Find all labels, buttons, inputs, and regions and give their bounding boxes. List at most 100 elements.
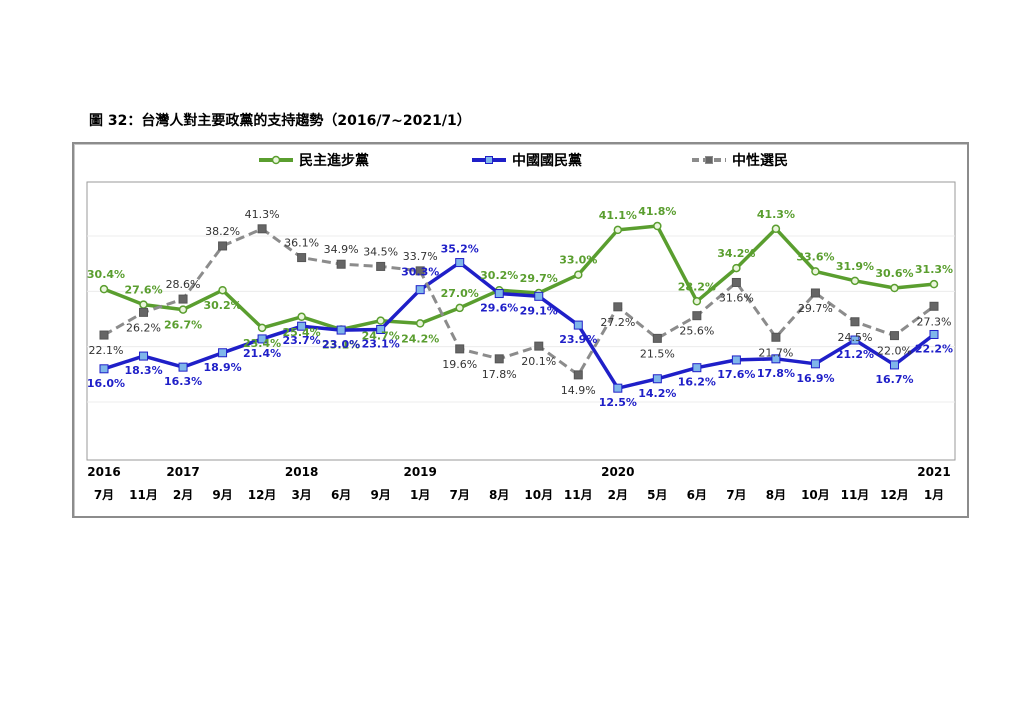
data-label: 14.9%: [561, 384, 596, 397]
data-label: 28.2%: [678, 280, 716, 293]
data-label: 17.8%: [482, 368, 517, 381]
x-tick-label: 7月: [94, 488, 114, 502]
data-point: [850, 335, 860, 345]
series-line-1: [103, 260, 936, 390]
data-label: 27.2%: [600, 316, 635, 329]
x-tick-label: 2月: [173, 488, 193, 502]
data-label: 35.2%: [441, 243, 479, 256]
data-point: [771, 354, 781, 364]
data-point: [810, 359, 820, 369]
data-label: 27.6%: [124, 284, 162, 297]
data-point: [455, 258, 465, 268]
data-label: 23.1%: [322, 339, 360, 352]
data-label: 24.5%: [837, 331, 872, 344]
data-label: 18.9%: [203, 361, 241, 374]
data-label: 30.3%: [401, 266, 439, 279]
data-point: [139, 300, 148, 309]
data-label: 22.0%: [877, 345, 912, 358]
data-point: [889, 331, 899, 341]
x-tick-label: 1月: [924, 488, 944, 502]
data-point: [99, 364, 109, 374]
data-label: 29.6%: [480, 302, 518, 315]
data-label: 33.6%: [796, 250, 834, 263]
data-point: [139, 307, 149, 317]
data-point: [771, 224, 781, 234]
data-point: [455, 344, 465, 354]
data-point: [889, 360, 899, 370]
data-label: 23.1%: [362, 338, 400, 351]
data-label: 30.4%: [87, 268, 125, 281]
data-point: [652, 333, 662, 343]
x-tick-label: 1月: [410, 488, 430, 502]
x-tick-label: 10月: [801, 488, 830, 502]
data-label: 14.2%: [638, 387, 676, 400]
data-point: [652, 374, 662, 384]
legend-label: 中性選民: [732, 152, 788, 169]
data-label: 38.2%: [205, 225, 240, 238]
data-point: [297, 312, 306, 322]
x-tick-label: 11月: [129, 488, 158, 502]
data-label: 27.3%: [917, 315, 952, 328]
data-point: [178, 294, 188, 304]
series-line-0: [103, 224, 935, 332]
data-label: 34.5%: [363, 245, 398, 258]
data-label: 31.3%: [915, 263, 953, 276]
x-year-label: 2016: [87, 465, 120, 479]
data-point: [297, 321, 307, 331]
data-point: [178, 305, 188, 314]
data-point: [929, 279, 939, 289]
data-label: 25.4%: [283, 326, 321, 339]
data-label: 16.7%: [875, 373, 913, 386]
x-tick-label: 3月: [291, 488, 311, 502]
data-point: [573, 370, 583, 380]
data-point: [613, 225, 623, 235]
data-label: 19.6%: [442, 358, 477, 371]
data-point: [376, 316, 385, 325]
data-label: 41.1%: [599, 209, 637, 222]
data-point: [494, 289, 504, 299]
data-label: 21.7%: [758, 346, 793, 359]
data-label: 23.7%: [283, 334, 321, 347]
data-label: 21.5%: [640, 347, 675, 360]
x-tick-label: 6月: [331, 488, 351, 502]
data-label: 41.3%: [245, 208, 280, 221]
x-tick-label: 11月: [841, 488, 870, 502]
data-point: [415, 266, 425, 276]
series-line-2: [103, 227, 935, 377]
data-label: 34.9%: [324, 243, 359, 256]
data-point: [218, 348, 228, 358]
data-label: 30.6%: [875, 267, 913, 280]
data-label: 33.7%: [403, 250, 438, 263]
data-point: [732, 263, 741, 273]
data-point: [336, 259, 346, 269]
chart-frame: [72, 142, 969, 518]
data-label: 17.8%: [757, 367, 795, 380]
data-label: 31.6%: [719, 291, 754, 304]
data-point: [257, 323, 267, 333]
page-title: 圖 32：台灣人對主要政黨的支持趨勢（2016/7~2021/1）: [89, 113, 471, 129]
data-point: [613, 383, 623, 393]
data-label: 21.2%: [836, 348, 874, 361]
data-label: 20.1%: [521, 355, 556, 368]
data-point: [573, 320, 583, 330]
data-point: [613, 302, 623, 312]
data-point: [99, 330, 109, 340]
data-point: [336, 325, 346, 335]
data-label: 23.9%: [559, 333, 597, 346]
data-label: 25.6%: [679, 325, 714, 338]
data-point: [731, 277, 741, 287]
data-point: [692, 297, 702, 306]
x-year-label: 2019: [403, 465, 436, 479]
x-tick-label: 8月: [766, 488, 786, 502]
x-tick-label: 6月: [687, 488, 707, 502]
data-point: [692, 363, 702, 373]
data-label: 28.6%: [166, 278, 201, 291]
legend-label: 中國國民黨: [512, 152, 582, 169]
data-point: [494, 354, 504, 364]
data-point: [297, 253, 307, 263]
data-label: 26.2%: [126, 321, 161, 334]
legend-marker: [271, 155, 281, 165]
x-tick-label: 12月: [248, 488, 277, 502]
data-label: 27.0%: [441, 287, 479, 300]
